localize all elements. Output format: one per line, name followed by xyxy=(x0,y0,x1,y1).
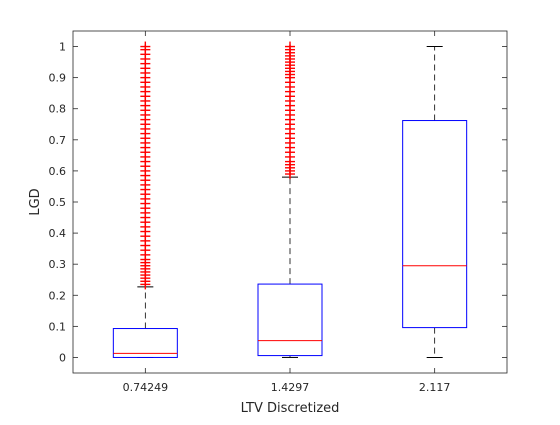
x-tick-label: 1.4297 xyxy=(271,381,310,394)
iqr-box xyxy=(402,120,468,329)
y-tick-label: 1 xyxy=(59,41,66,54)
box-1 xyxy=(112,41,178,358)
y-tick-label: 0.5 xyxy=(49,196,67,209)
y-axis-label: LGD xyxy=(28,188,43,215)
y-tick-label: 0.2 xyxy=(49,289,67,302)
y-tick-label: 0.3 xyxy=(49,258,67,271)
x-tick-label: 0.74249 xyxy=(123,381,169,394)
iqr-box xyxy=(112,328,178,358)
box-3 xyxy=(402,46,468,358)
y-tick-label: 0.8 xyxy=(49,103,67,116)
box-2 xyxy=(257,41,323,358)
x-tick-label: 2.117 xyxy=(419,381,451,394)
y-tick-label: 0.4 xyxy=(49,227,67,240)
y-tick-label: 0.7 xyxy=(49,134,67,147)
y-tick-label: 0.6 xyxy=(49,165,67,178)
y-axis-ticks: 0 0.1 0.2 0.3 0.4 0.5 0.6 0.7 0.8 0.9 1 xyxy=(49,41,507,364)
outlier-point xyxy=(140,41,151,52)
x-axis-ticks: 0.74249 1.4297 2.117 xyxy=(123,31,451,394)
x-axis-label: LTV Discretized xyxy=(241,401,340,416)
y-tick-label: 0.9 xyxy=(49,72,67,85)
y-tick-label: 0 xyxy=(59,351,66,364)
y-tick-label: 0.1 xyxy=(49,320,67,333)
outlier-point xyxy=(285,41,295,52)
iqr-box xyxy=(257,283,323,357)
box-series xyxy=(112,41,468,358)
